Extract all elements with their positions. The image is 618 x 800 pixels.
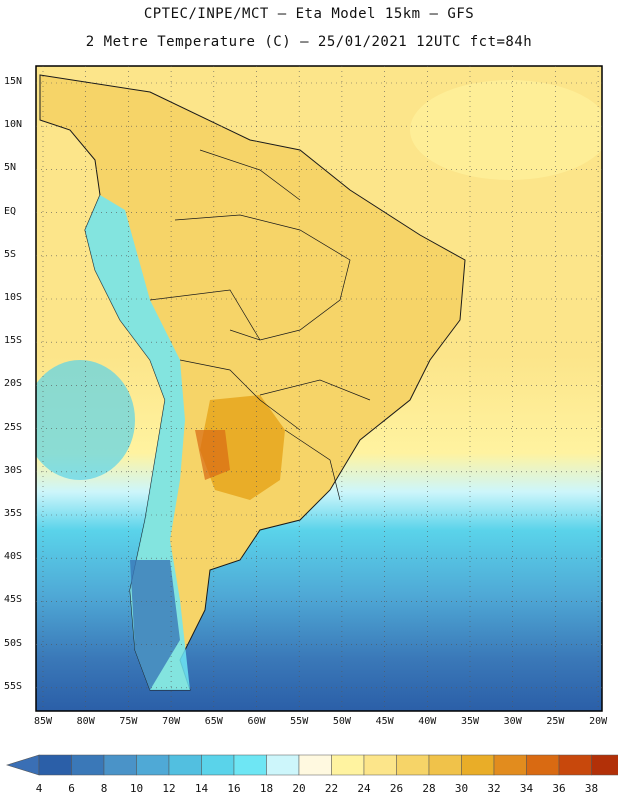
lon-label: 60W xyxy=(247,716,266,727)
atlantic-warm-zone xyxy=(410,80,602,180)
colorbar-swatch xyxy=(591,754,618,776)
colorbar-tick-label: 20 xyxy=(292,782,306,795)
lat-label: 5S xyxy=(4,248,17,260)
warm-core-region xyxy=(200,395,285,500)
colorbar-swatch xyxy=(136,754,170,776)
colorbar-tick-label: 34 xyxy=(519,782,534,795)
lat-label: 20S xyxy=(4,378,23,390)
lat-label: 15N xyxy=(4,76,23,87)
lon-label: 55W xyxy=(290,716,309,727)
colorbar-swatch xyxy=(493,754,527,776)
lat-label: EQ xyxy=(4,205,17,217)
colorbar-tick-label: 12 xyxy=(162,782,176,795)
patagonia-cold-zone xyxy=(130,560,180,690)
colorbar-swatch xyxy=(558,754,592,776)
colorbar-tick-label: 14 xyxy=(194,782,209,795)
lon-label: 65W xyxy=(204,716,223,727)
colorbar-swatch xyxy=(526,754,560,776)
colorbar-tick-label: 18 xyxy=(259,782,274,795)
colorbar-tick-label: 36 xyxy=(552,782,566,795)
colorbar-tick-label: 4 xyxy=(35,782,43,795)
lat-label: 25S xyxy=(4,421,23,433)
colorbar-tick-label: 30 xyxy=(454,782,469,795)
colorbar-swatch xyxy=(103,754,137,776)
lat-label: 35S xyxy=(4,508,23,519)
colorbar-tick-label: 24 xyxy=(357,782,371,795)
colorbar-low-arrow xyxy=(5,754,40,776)
lat-label: 40S xyxy=(4,551,23,563)
colorbar-swatch xyxy=(363,754,397,776)
colorbar-tick-label: 22 xyxy=(324,782,339,795)
lon-label: 45W xyxy=(375,716,394,727)
lon-label: 25W xyxy=(546,716,565,727)
lon-label: 35W xyxy=(460,716,480,727)
colorbar-swatch xyxy=(266,754,300,776)
lat-label: 30S xyxy=(4,464,23,476)
lat-label: 15S xyxy=(4,335,23,347)
colorbar-swatch xyxy=(396,754,430,776)
colorbar-swatch xyxy=(298,754,332,776)
colorbar-swatch xyxy=(201,754,235,776)
lon-label: 50W xyxy=(332,716,351,727)
colorbar-tick-label: 16 xyxy=(227,782,241,795)
colorbar-tick-label: 28 xyxy=(422,782,436,795)
colorbar-tick-label: 26 xyxy=(389,782,404,795)
lat-label: 10S xyxy=(4,292,23,303)
colorbar-swatch xyxy=(331,754,365,776)
colorbar-swatch xyxy=(233,754,267,776)
map-title-line2: 2 Metre Temperature (C) – 25/01/2021 12U… xyxy=(85,34,533,50)
colorbar-swatch xyxy=(461,754,495,776)
lat-label: 10N xyxy=(4,119,23,131)
lon-label: 70W xyxy=(162,716,181,727)
colorbar-tick-label: 38 xyxy=(584,782,599,795)
lon-label: 80W xyxy=(76,716,95,727)
lat-label: 55S xyxy=(4,680,23,692)
lon-label: 40W xyxy=(418,716,437,727)
lon-label: 20W xyxy=(589,716,608,727)
lat-label: 50S xyxy=(4,637,23,649)
hot-spot xyxy=(195,430,230,480)
lon-label: 75W xyxy=(119,716,138,727)
lon-label: 30W xyxy=(503,716,522,727)
colorbar xyxy=(5,754,618,776)
colorbar-tick-label: 32 xyxy=(487,782,501,795)
colorbar-tick-label: 10 xyxy=(129,782,144,795)
country-borders xyxy=(149,149,371,501)
pacific-cool-zone xyxy=(36,360,135,480)
colorbar-tick-label: 6 xyxy=(68,782,75,795)
colorbar-swatch xyxy=(38,754,72,776)
lat-label: 45S xyxy=(4,594,23,606)
colorbar-swatch xyxy=(168,754,202,776)
colorbar-tick-label: 8 xyxy=(100,782,108,795)
lat-label: 5N xyxy=(4,162,17,174)
colorbar-swatch xyxy=(71,754,105,776)
colorbar-swatch xyxy=(428,754,462,776)
map-title-line1: CPTEC/INPE/MCT – Eta Model 15km – GFS xyxy=(143,6,475,22)
lon-label: 85W xyxy=(33,716,53,727)
map-frame xyxy=(35,65,603,712)
